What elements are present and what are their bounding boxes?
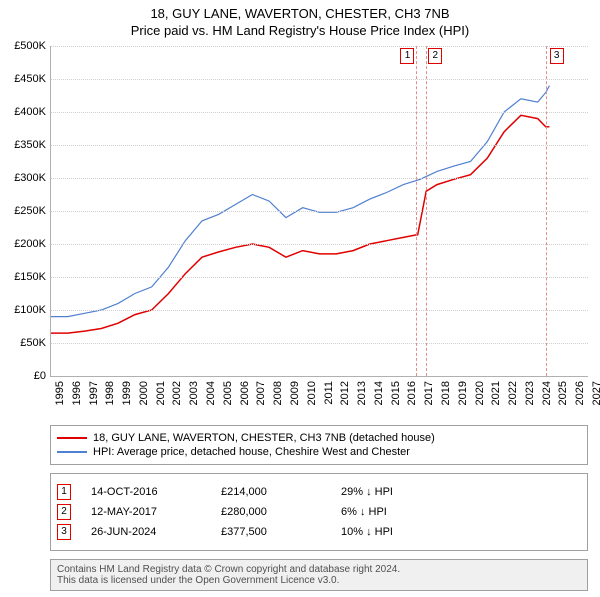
event-marker-3: 3 <box>57 524 71 540</box>
x-tick-label: 2023 <box>524 381 536 405</box>
legend-swatch <box>57 451 87 453</box>
y-tick-label: £150K <box>1 271 46 283</box>
gridline <box>51 145 588 146</box>
x-tick-label: 2020 <box>474 381 486 405</box>
footer-line-2: This data is licensed under the Open Gov… <box>57 575 581 586</box>
event-price: £280,000 <box>221 506 321 518</box>
gridline <box>51 244 588 245</box>
x-tick-label: 2021 <box>490 381 502 405</box>
y-tick-label: £50K <box>1 337 46 349</box>
gridline <box>51 46 588 47</box>
x-tick-label: 1997 <box>88 381 100 405</box>
legend-label: 18, GUY LANE, WAVERTON, CHESTER, CH3 7NB… <box>93 432 435 444</box>
y-tick-label: £0 <box>1 370 46 382</box>
x-tick-label: 2006 <box>239 381 251 405</box>
x-tick-label: 1996 <box>71 381 83 405</box>
chart-title: 18, GUY LANE, WAVERTON, CHESTER, CH3 7NB <box>0 6 600 21</box>
legend-row: HPI: Average price, detached house, Ches… <box>57 446 581 458</box>
x-tick-label: 2002 <box>171 381 183 405</box>
y-tick-label: £450K <box>1 73 46 85</box>
event-delta: 6% ↓ HPI <box>341 506 387 518</box>
x-tick-label: 2024 <box>541 381 553 405</box>
gridline <box>51 178 588 179</box>
x-tick-label: 1999 <box>121 381 133 405</box>
events-table: 1 14-OCT-2016 £214,000 29% ↓ HPI 2 12-MAY-201… <box>50 473 588 551</box>
x-axis-labels: 1995 1996 1997 1998 1999 2000 2001 2002 2003 2004… <box>50 379 588 419</box>
gridline <box>51 211 588 212</box>
y-tick-label: £400K <box>1 106 46 118</box>
gridline <box>51 277 588 278</box>
series-hpi <box>51 86 549 317</box>
event-price: £377,500 <box>221 526 321 538</box>
legend: 18, GUY LANE, WAVERTON, CHESTER, CH3 7NB… <box>50 425 588 465</box>
chart-subtitle: Price paid vs. HM Land Registry's House … <box>0 23 600 38</box>
x-tick-label: 2026 <box>574 381 586 405</box>
marker-line <box>416 46 417 376</box>
x-tick-label: 2009 <box>289 381 301 405</box>
x-tick-label: 2005 <box>222 381 234 405</box>
event-date: 14-OCT-2016 <box>91 486 201 498</box>
y-tick-label: £300K <box>1 172 46 184</box>
plot-area: £0£50K£100K£150K£200K£250K£300K£350K£400… <box>50 46 588 377</box>
event-date: 26-JUN-2024 <box>91 526 201 538</box>
x-tick-label: 2015 <box>390 381 402 405</box>
footer-line-1: Contains HM Land Registry data © Crown c… <box>57 564 581 575</box>
x-tick-label: 2019 <box>457 381 469 405</box>
x-tick-label: 2022 <box>507 381 519 405</box>
event-delta: 29% ↓ HPI <box>341 486 393 498</box>
gridline <box>51 79 588 80</box>
gridline <box>51 112 588 113</box>
x-tick-label: 2018 <box>440 381 452 405</box>
marker-box-1: 1 <box>400 48 414 64</box>
x-tick-label: 2025 <box>557 381 569 405</box>
x-tick-label: 2008 <box>272 381 284 405</box>
x-tick-label: 2017 <box>423 381 435 405</box>
x-tick-label: 2013 <box>356 381 368 405</box>
footer-attribution: Contains HM Land Registry data © Crown c… <box>50 559 588 591</box>
gridline <box>51 310 588 311</box>
x-tick-label: 2000 <box>138 381 150 405</box>
y-tick-label: £200K <box>1 238 46 250</box>
event-price: £214,000 <box>221 486 321 498</box>
x-tick-label: 2014 <box>373 381 385 405</box>
legend-row: 18, GUY LANE, WAVERTON, CHESTER, CH3 7NB… <box>57 432 581 444</box>
event-date: 12-MAY-2017 <box>91 506 201 518</box>
legend-swatch <box>57 437 87 439</box>
y-tick-label: £100K <box>1 304 46 316</box>
event-marker-1: 1 <box>57 484 71 500</box>
legend-label: HPI: Average price, detached house, Ches… <box>93 446 410 458</box>
y-tick-label: £500K <box>1 40 46 52</box>
x-tick-label: 2012 <box>339 381 351 405</box>
event-row: 2 12-MAY-2017 £280,000 6% ↓ HPI <box>57 504 581 520</box>
x-tick-label: 2027 <box>591 381 600 405</box>
y-tick-label: £250K <box>1 205 46 217</box>
x-tick-label: 2010 <box>306 381 318 405</box>
event-row: 1 14-OCT-2016 £214,000 29% ↓ HPI <box>57 484 581 500</box>
marker-box-2: 2 <box>428 48 442 64</box>
x-tick-label: 2016 <box>406 381 418 405</box>
event-marker-2: 2 <box>57 504 71 520</box>
event-row: 3 26-JUN-2024 £377,500 10% ↓ HPI <box>57 524 581 540</box>
x-tick-label: 2003 <box>188 381 200 405</box>
chart-container: 18, GUY LANE, WAVERTON, CHESTER, CH3 7NB… <box>0 6 600 591</box>
marker-line <box>546 46 547 376</box>
x-tick-label: 1998 <box>104 381 116 405</box>
gridline <box>51 343 588 344</box>
x-tick-label: 1995 <box>54 381 66 405</box>
marker-box-3: 3 <box>550 48 564 64</box>
series-price_paid <box>51 115 549 333</box>
event-delta: 10% ↓ HPI <box>341 526 393 538</box>
x-tick-label: 2004 <box>205 381 217 405</box>
x-tick-label: 2011 <box>323 381 335 405</box>
marker-line <box>426 46 427 376</box>
x-tick-label: 2001 <box>155 381 167 405</box>
y-tick-label: £350K <box>1 139 46 151</box>
x-tick-label: 2007 <box>255 381 267 405</box>
